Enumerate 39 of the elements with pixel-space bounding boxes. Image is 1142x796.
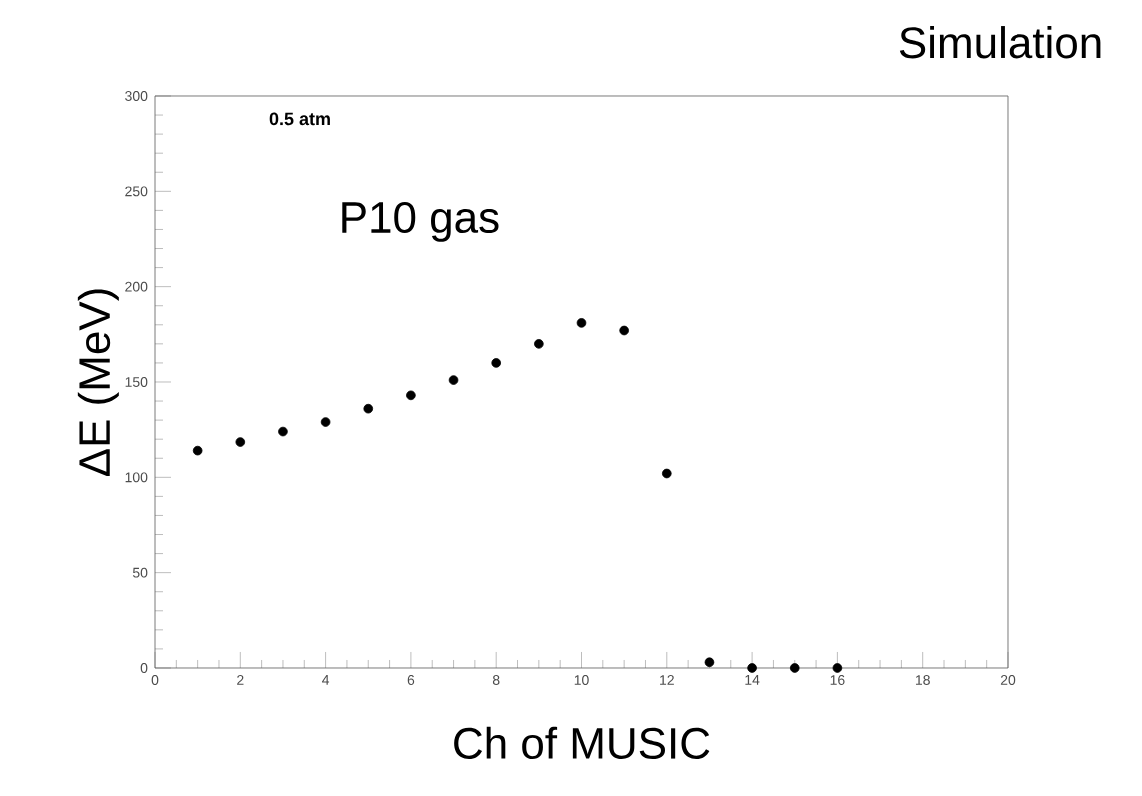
x-tick-label: 18 (915, 675, 930, 685)
x-tick-label: 10 (574, 675, 589, 685)
annotation: 0.5 atm (269, 112, 330, 126)
point (832, 663, 843, 673)
y-tick-label: 0 (140, 663, 148, 673)
text: Simulation (899, 26, 1101, 59)
point (619, 325, 629, 336)
y-tick-label: 300 (125, 91, 148, 101)
point (789, 663, 800, 673)
x-axis-title: Ch of MUSIC (454, 726, 710, 760)
point (704, 657, 715, 668)
y-tick-label: 250 (125, 186, 148, 197)
x-tick-label: 4 (322, 675, 330, 685)
point (662, 468, 672, 479)
point (192, 445, 203, 456)
point (363, 403, 374, 414)
point (235, 437, 246, 447)
x-tick-label: 16 (830, 675, 845, 685)
x-tick-label: 20 (1000, 675, 1016, 685)
point (576, 318, 587, 328)
y-tick-label: 200 (125, 281, 148, 292)
x-tick-label: 0 (151, 675, 159, 685)
annotation: P10 gas (342, 201, 499, 242)
point (491, 358, 501, 368)
x-tick-label: 6 (407, 675, 415, 685)
point (747, 663, 757, 673)
x-tick-label: 12 (660, 675, 674, 685)
point (448, 375, 459, 385)
point (278, 426, 288, 437)
point (320, 417, 331, 427)
x-tick-label: 2 (237, 675, 244, 685)
y-tick-label: 100 (125, 472, 148, 483)
y-axis-title: ΔE (MeV) (77, 289, 119, 477)
x-tick-label: 8 (492, 675, 500, 685)
y-tick-label: 50 (132, 567, 148, 578)
point (534, 339, 544, 349)
y-tick-label: 150 (125, 377, 148, 387)
point (406, 390, 416, 401)
x-tick-label: 14 (745, 675, 760, 685)
